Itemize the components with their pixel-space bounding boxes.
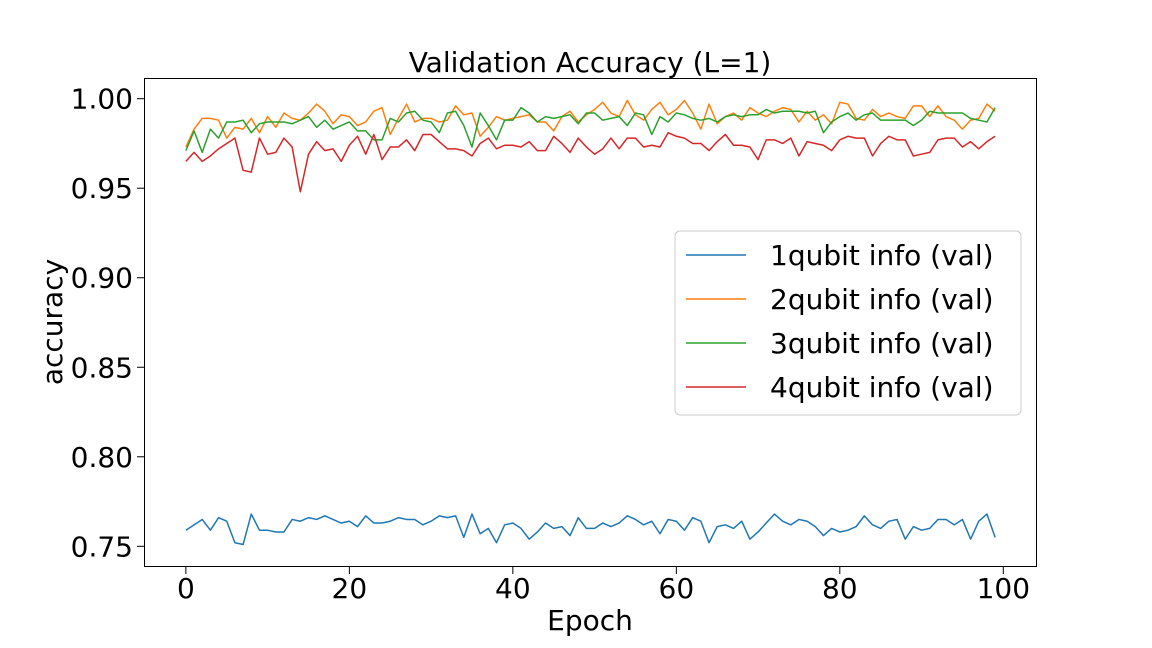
legend-label: 1qubit info (val) — [770, 239, 994, 272]
x-axis: 0 20 40 60 80 100 — [177, 567, 1030, 605]
y-axis-label: accuracy — [36, 259, 69, 385]
y-tick-label: 0.90 — [71, 262, 133, 295]
x-tick-label: 40 — [495, 572, 531, 605]
x-tick-label: 20 — [332, 572, 368, 605]
y-tick-label: 0.95 — [71, 172, 133, 205]
series-line-1 — [185, 513, 996, 546]
plot-area — [185, 99, 996, 546]
legend: 1qubit info (val) 2qubit info (val) 3qubit… — [674, 230, 1022, 416]
x-tick-label: 0 — [177, 572, 195, 605]
x-axis-label: Epoch — [547, 604, 633, 637]
legend-label: 2qubit info (val) — [770, 283, 994, 316]
legend-box — [674, 230, 1022, 416]
x-tick-label: 80 — [822, 572, 858, 605]
series-line-3 — [185, 106, 996, 154]
y-axis: 0.75 0.80 0.85 0.90 0.95 1.00 — [71, 83, 144, 563]
chart-title: Validation Accuracy (L=1) — [409, 46, 772, 79]
y-tick-label: 1.00 — [71, 83, 133, 116]
legend-label: 3qubit info (val) — [770, 327, 994, 360]
x-tick-label: 100 — [977, 572, 1030, 605]
plot-frame — [144, 78, 1037, 567]
series-line-4 — [185, 131, 996, 193]
legend-label: 4qubit info (val) — [770, 371, 994, 404]
y-tick-label: 0.75 — [71, 530, 133, 563]
y-tick-label: 0.85 — [71, 351, 133, 384]
x-tick-label: 60 — [659, 572, 695, 605]
y-tick-label: 0.80 — [71, 441, 133, 474]
series-line-2 — [185, 99, 996, 148]
